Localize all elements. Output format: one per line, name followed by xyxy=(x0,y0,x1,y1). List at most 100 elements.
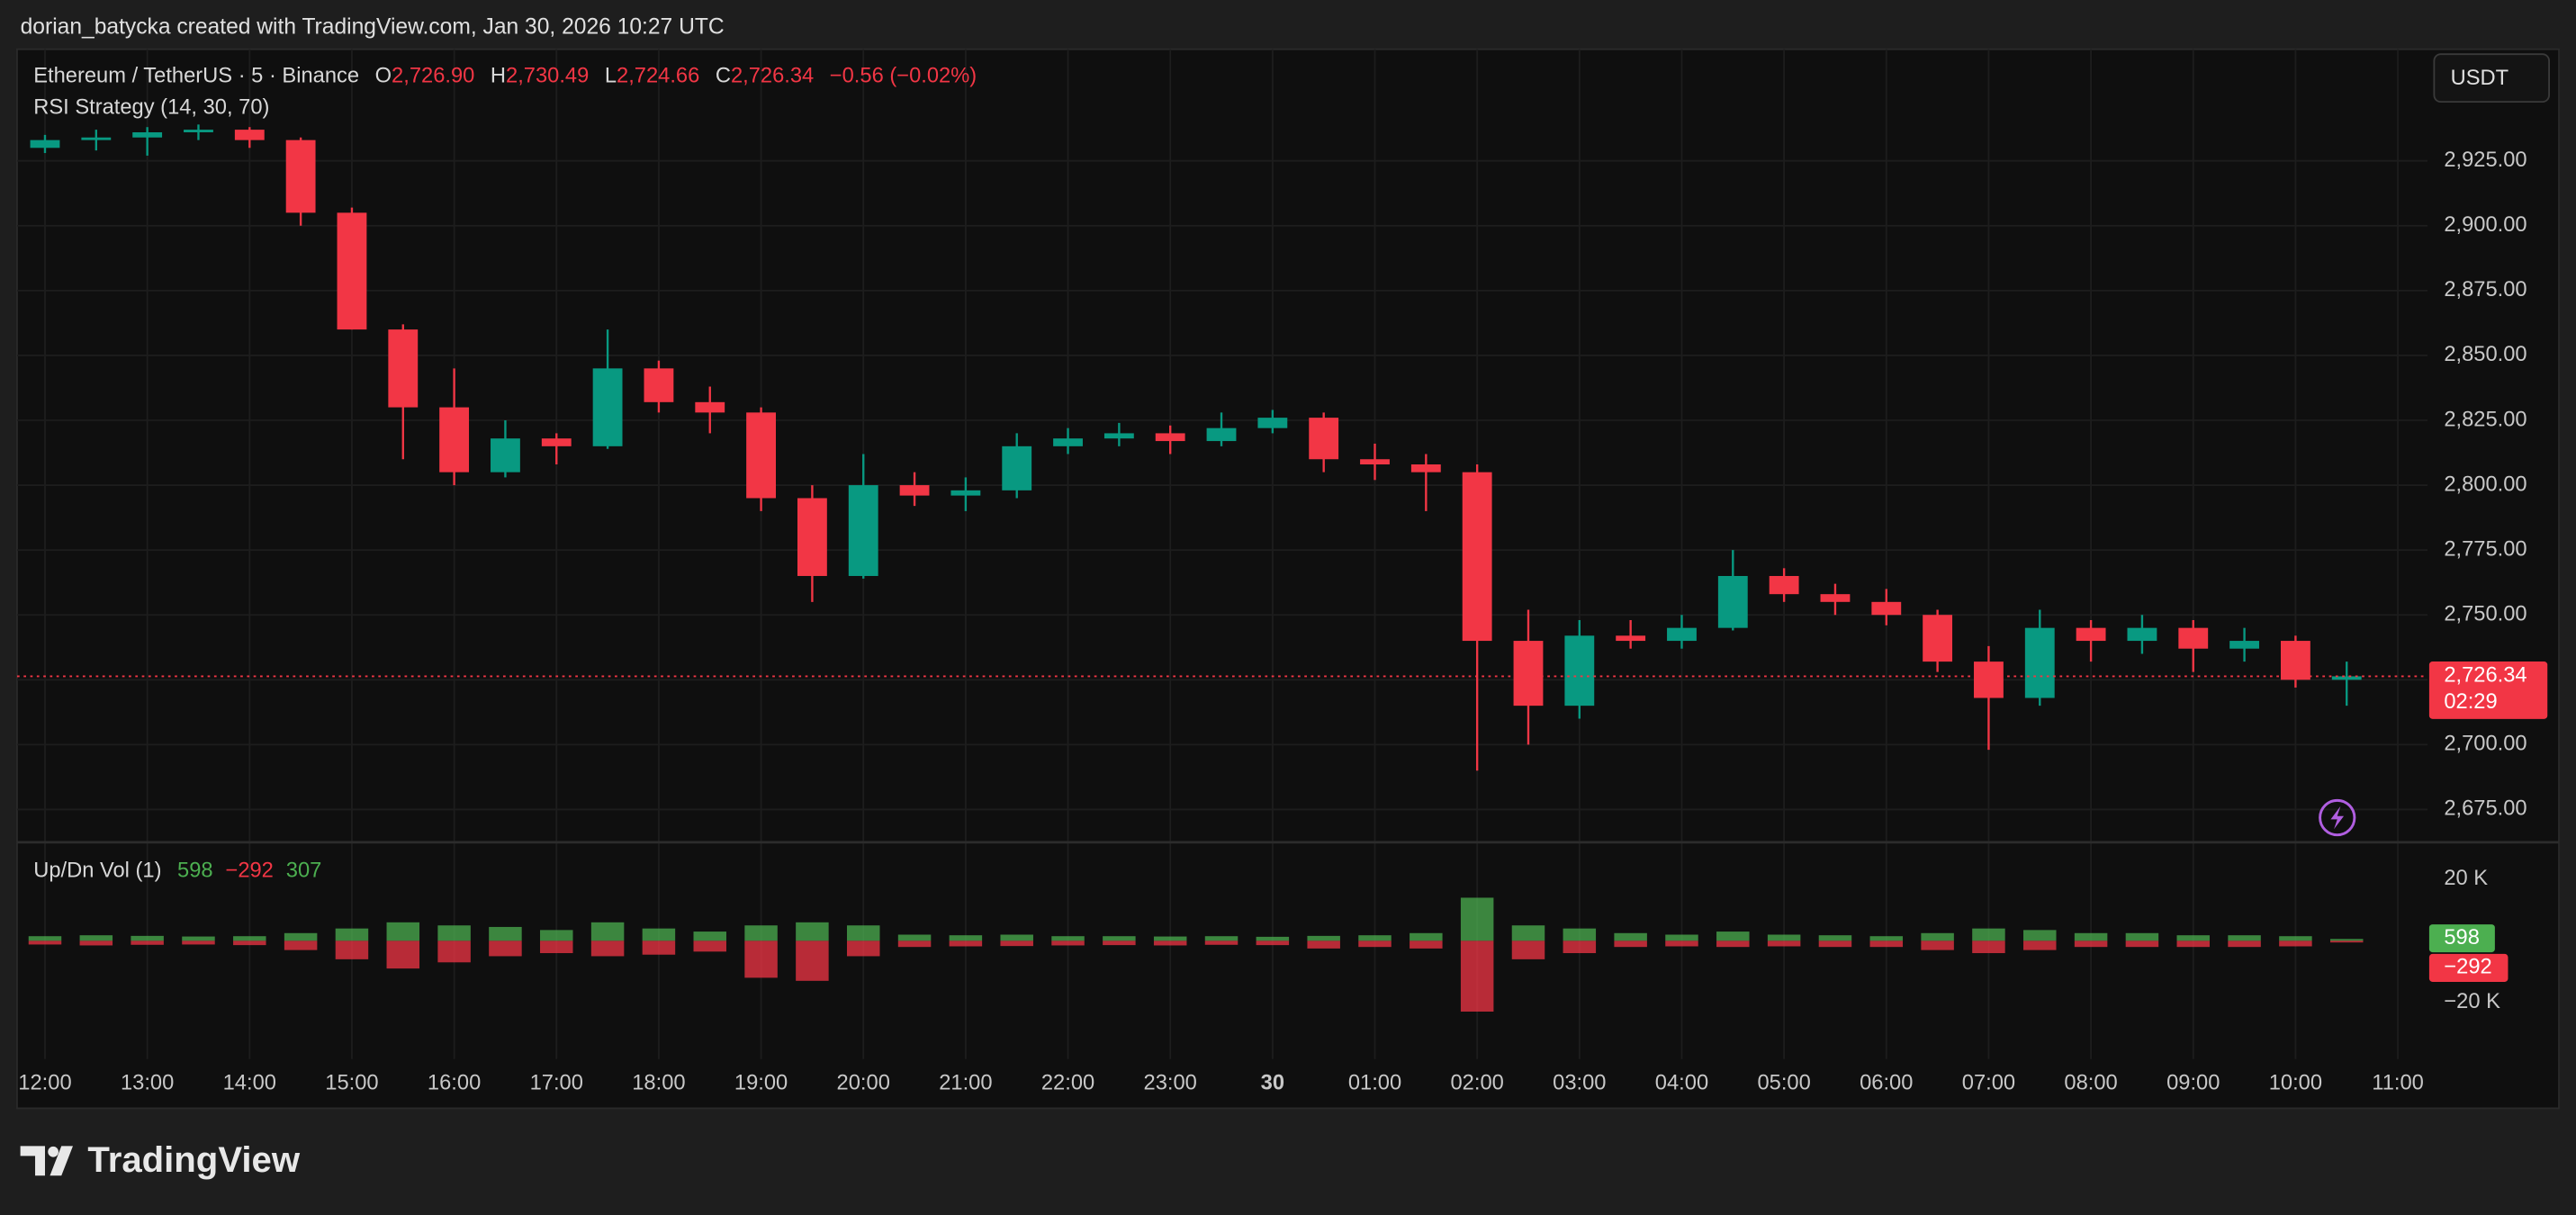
volume-up-bar xyxy=(897,934,932,941)
candle-body xyxy=(541,438,572,446)
candle-body xyxy=(1053,438,1083,446)
candle-body xyxy=(1769,575,1799,595)
volume-down-bar xyxy=(897,940,932,948)
y-tick-label: 2,750.00 xyxy=(2444,602,2526,626)
volume-up-bar xyxy=(437,925,471,941)
candle-body xyxy=(1002,446,1032,490)
volume-up-bar xyxy=(182,936,215,941)
volume-down-bar xyxy=(1665,940,1698,947)
candle-body xyxy=(1974,662,2004,698)
volume-up-bar xyxy=(2023,930,2057,941)
candle-body xyxy=(797,498,827,576)
volume-down-bar xyxy=(1921,940,1954,950)
volume-up-bar xyxy=(1614,932,1647,941)
volume-down-bar xyxy=(1563,940,1597,954)
volume-down-bar xyxy=(1204,940,1238,945)
volume-down-bar xyxy=(233,940,266,946)
y-tick-label: 2,925.00 xyxy=(2444,148,2526,172)
volume-down-bar xyxy=(437,940,471,963)
legend-value: 2,726.34 xyxy=(731,65,814,88)
symbol-title: Ethereum / TetherUS · 5 · Binance xyxy=(33,65,359,88)
volume-up-bar xyxy=(386,922,420,941)
logo-mark xyxy=(20,1146,74,1176)
y-tick-label: 2,675.00 xyxy=(2444,797,2526,821)
logo: TradingView xyxy=(20,1139,301,1180)
volume-down-bar xyxy=(1358,940,1392,948)
y-tick-label: 2,775.00 xyxy=(2444,537,2526,561)
legend-key: C xyxy=(716,65,731,88)
logo-dot xyxy=(48,1146,59,1157)
candle-body xyxy=(234,130,265,140)
candle-body xyxy=(439,407,470,472)
candle-body xyxy=(746,412,776,499)
x-tick-label: 05:00 xyxy=(1757,1071,1810,1094)
last-price-tag xyxy=(2428,662,2548,719)
volume-up-bar xyxy=(489,926,522,941)
alert-icon[interactable] xyxy=(2319,798,2356,837)
x-tick-label: 17:00 xyxy=(530,1071,583,1094)
x-tick-label: 08:00 xyxy=(2064,1071,2117,1094)
candle-body xyxy=(2024,627,2055,698)
candle-body xyxy=(848,485,878,576)
volume-down-bar xyxy=(1153,940,1187,946)
y-tick-label: 2,700.00 xyxy=(2444,733,2526,756)
candle-body xyxy=(81,137,112,140)
volume-up-bar xyxy=(642,928,676,941)
volume-up-bar xyxy=(1818,935,1852,941)
x-tick-label: 14:00 xyxy=(223,1071,276,1094)
volume-down-bar xyxy=(1869,940,1904,948)
candle-body xyxy=(1462,472,1492,642)
x-tick-label: 15:00 xyxy=(325,1071,378,1094)
volume-down-bar xyxy=(642,940,676,955)
volume-up-bar xyxy=(1767,934,1801,941)
volume-up-bar xyxy=(2176,935,2210,941)
volume-up-bar xyxy=(590,922,625,941)
volume-tick-label: 20 K xyxy=(2444,867,2488,890)
volume-up-bar xyxy=(131,935,164,941)
candle-body xyxy=(30,140,60,148)
volume-down-bar xyxy=(28,940,62,945)
study-legend: RSI Strategy (14, 30, 70) xyxy=(33,96,269,120)
legend-key: L xyxy=(605,65,617,88)
volume-up-bar xyxy=(1358,935,1392,941)
volume-down-bar xyxy=(1103,940,1136,946)
volume-down-bar xyxy=(846,940,880,957)
volume-up-bar xyxy=(1972,928,2005,941)
currency-button-frame[interactable] xyxy=(2433,53,2550,104)
candle-body xyxy=(899,485,930,496)
alert-icon-bolt[interactable] xyxy=(2330,806,2345,830)
volume-up-bar xyxy=(284,932,318,941)
volume-up-bar xyxy=(540,930,573,941)
volume-down-tag xyxy=(2428,953,2508,982)
x-tick-label: 10:00 xyxy=(2269,1071,2322,1094)
candle-body xyxy=(1513,641,1544,706)
legend-value: 2,730.49 xyxy=(506,65,589,88)
volume-up-bar xyxy=(1307,935,1340,941)
volume-down-bar xyxy=(1307,940,1340,949)
x-tick-label: 20:00 xyxy=(837,1071,890,1094)
volume-down-bar xyxy=(489,940,522,957)
legend-key: H xyxy=(491,65,506,88)
candle-body xyxy=(2076,627,2106,642)
volume-name: Up/Dn Vol (1) xyxy=(33,860,161,883)
volume-down-bar xyxy=(182,940,215,945)
candle-body xyxy=(1155,433,1185,442)
volume-up-bar xyxy=(1103,936,1136,941)
candle-body xyxy=(695,401,725,413)
candle-body xyxy=(1820,594,1851,602)
x-tick-label: 03:00 xyxy=(1553,1071,1606,1094)
alert-icon-ring[interactable] xyxy=(2319,798,2356,837)
volume-down-bar xyxy=(2176,940,2210,948)
currency-button-label[interactable]: USDT xyxy=(2451,67,2509,90)
volume-up-bar xyxy=(1511,925,1545,941)
currency-button[interactable]: USDT xyxy=(2433,53,2550,104)
candle-body xyxy=(1410,464,1441,472)
x-tick-label: 13:00 xyxy=(121,1071,174,1094)
volume-up-bar xyxy=(1204,936,1238,941)
volume-down-bar xyxy=(1511,940,1545,959)
volume-up-bar xyxy=(1716,932,1750,941)
candle-body xyxy=(1360,459,1390,465)
x-tick-label: 22:00 xyxy=(1041,1071,1094,1094)
volume-down-bar xyxy=(131,940,164,945)
